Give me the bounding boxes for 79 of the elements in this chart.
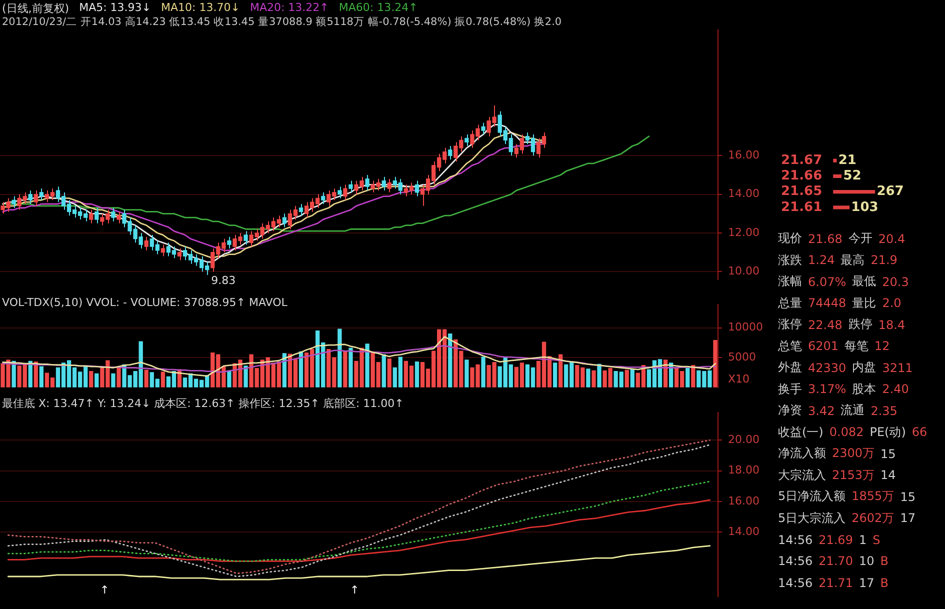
bar [552,362,558,388]
bar [365,344,370,388]
text: 总量 74448 量比 2.0 [778,294,902,312]
bar [481,356,486,388]
y-tick-label: 14.00 [728,524,760,538]
data-label: 52 [843,168,862,184]
bar [833,206,850,210]
bar [833,174,842,178]
bar [111,373,116,388]
text: 涨停 22.48 跌停 18.4 [778,316,906,334]
data-label: 103 [851,200,878,215]
y-tick-label: 21.66 [780,168,822,184]
annotation: ↑ [100,583,110,596]
bar [586,368,590,388]
text: 收益(一) 0.082 PE(动) 66 [778,424,928,441]
bar [592,370,596,388]
y-tick-label: 10000 [728,320,763,334]
text: 净流入额 2300万 15 [778,445,896,462]
annotation: 9.83 [211,274,236,287]
data-label: 21 [838,152,856,168]
bar [160,372,166,388]
bar [12,360,16,388]
text: 大宗流入 2153万 14 [778,466,896,484]
bar [39,366,44,388]
line-series [7,480,711,562]
text: MA5: 13.93↓ [79,1,152,16]
bar [686,368,690,388]
text: MA20: 13.22↑ [250,1,329,16]
bar [382,354,386,388]
y-tick-label: 18.00 [728,464,760,477]
bar [94,373,99,388]
y-tick-label: 20.00 [728,433,760,446]
bar [387,358,392,388]
y-tick-label: 10.00 [728,264,760,278]
bar [597,364,602,388]
bar [414,361,420,388]
text: MA10: 13.70↓ [161,1,240,16]
bar [144,370,148,388]
y-tick-label: 16.00 [728,148,760,162]
bar [343,351,348,388]
chart-title: VOL-TDX(5,10) VVOL: - VOLUME: 37088.95↑ MAVOL [2,296,288,309]
y-tick-label: 21.67 [780,152,822,168]
bar [833,190,876,194]
y-tick-label: 5000 [728,350,756,364]
y-tick-label: 21.65 [780,184,822,200]
y-tick-label: 12.00 [728,226,760,239]
text: 换手 3.17% 股本 2.40 [778,380,909,398]
text: X10 [728,372,750,386]
y-tick-label: 16.00 [728,494,760,508]
text: 总笔 6201 每笔 12 [778,338,890,355]
text: 涨跌 1.24 最高 21.9 [778,252,898,269]
text: 14:56 21.70 10 B [778,554,888,568]
text: 14:56 21.71 17 B [778,576,888,590]
text: 外盘 42330 内盘 3211 [778,359,913,376]
text: 5日大宗流入 2602万 17 [778,510,916,527]
bar [244,366,248,388]
bar [630,369,634,388]
chart-title: 最佳底 X: 13.47↑ Y: 13.24↓ 成本区: 12.63↑ 操作区: 12.35↑ 底部区: 11.00↑ [2,396,404,411]
text: 涨幅 6.07% 最低 20.3 [778,273,909,290]
bar [116,367,121,388]
data-label: 267 [876,184,904,200]
text: 净资 3.42 流通 2.35 [778,402,898,420]
text: 14:56 21.69 1 S [778,532,880,547]
text: 现价 21.68 今开 20.4 [778,230,906,248]
y-tick-label: 21.61 [780,200,822,215]
bar [713,340,718,388]
bar [338,328,342,388]
bar [448,333,452,388]
bar [464,360,469,388]
chart-subtitle: 2012/10/23/二 开14.03 高14.23 低13.45 收13.45 量37088.9 额5118万 幅-0.78(-5.48%) 振0.78(5.48%) 换2.0 [2,15,562,29]
annotation: ↑ [350,583,360,596]
bar [89,370,94,388]
y-tick-label: 14.00 [728,187,760,200]
text: 5日净流入额 1855万 15 [778,488,916,506]
bar [227,370,232,388]
text: MA60: 13.24↑ [338,1,418,16]
bar [624,370,629,388]
chart-title: (日线,前复权) [2,1,70,16]
bar [348,348,353,388]
